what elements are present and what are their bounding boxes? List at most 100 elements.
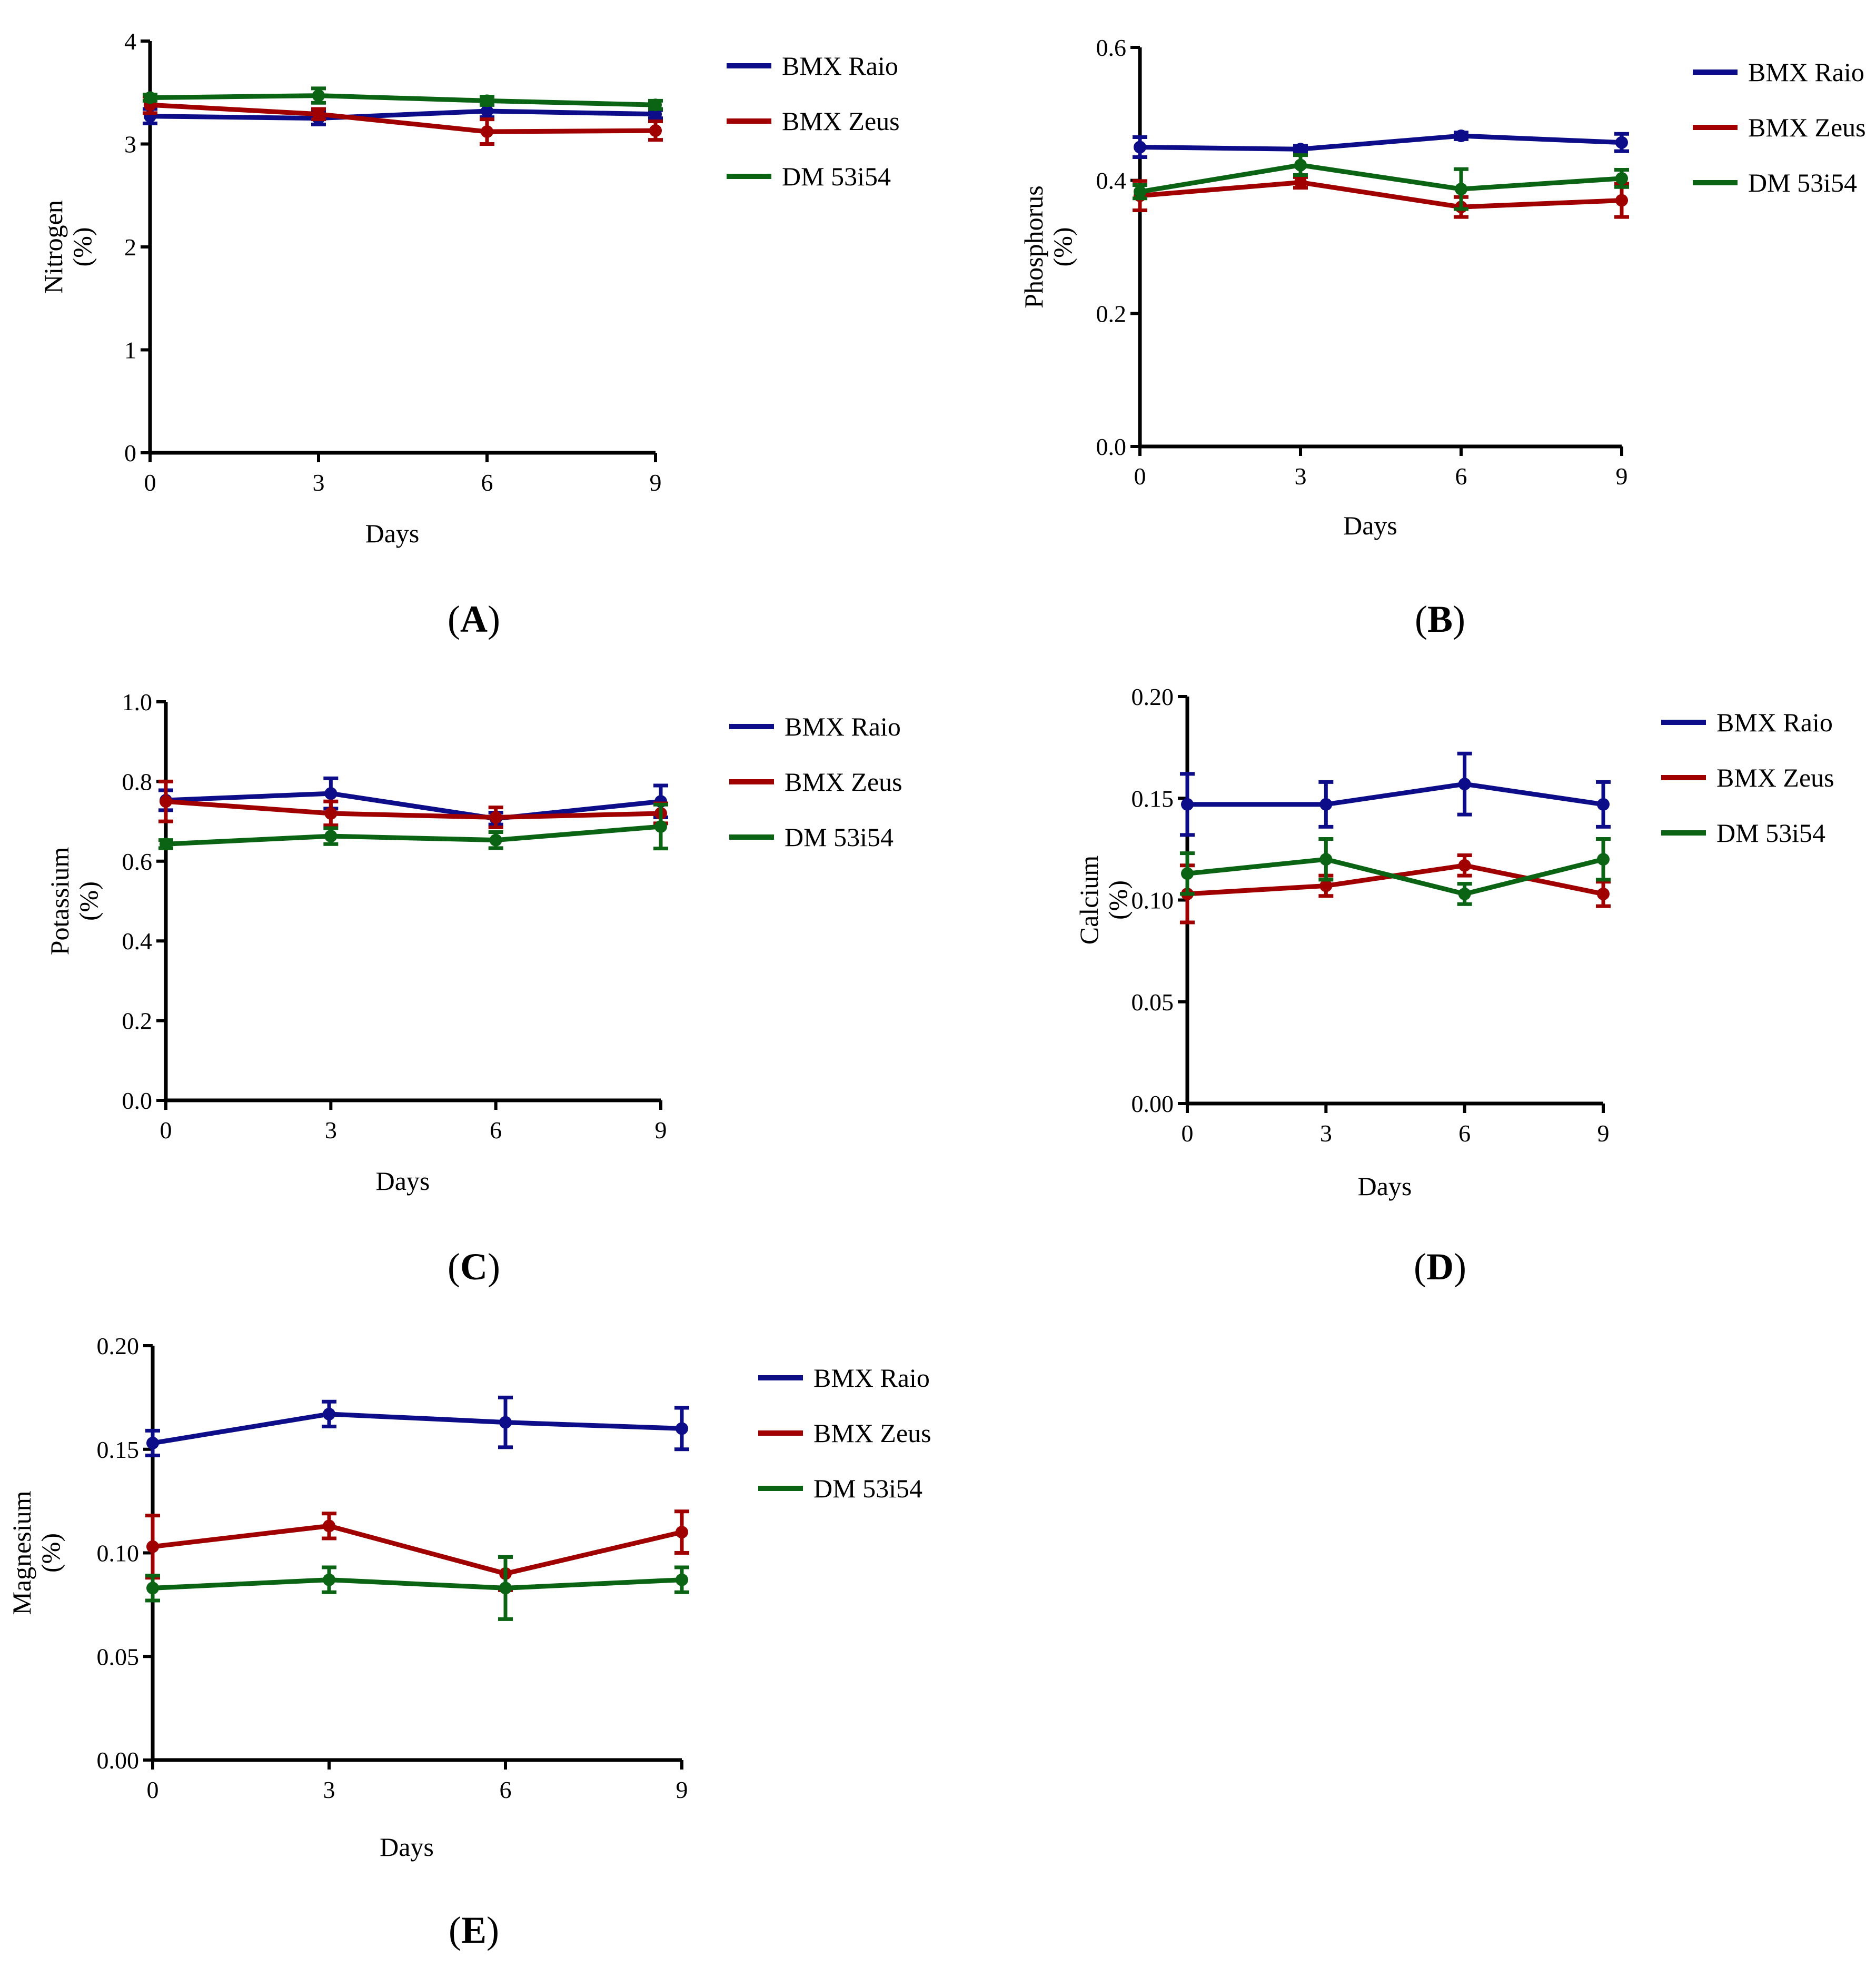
legend-label: BMX Raio <box>785 712 901 741</box>
data-point <box>481 94 493 107</box>
data-point <box>1615 194 1628 207</box>
data-point <box>481 104 493 117</box>
x-tick-label: 0 <box>144 469 156 496</box>
legend: BMX Raio BMX Zeus DM 53i54 <box>727 51 900 191</box>
panel-paren: ) <box>1453 598 1465 640</box>
legend-label: BMX Zeus <box>785 767 902 797</box>
x-tick-label: 6 <box>481 469 493 496</box>
x-axis-title: Days <box>1343 511 1397 540</box>
x-tick-label: 9 <box>1616 463 1628 490</box>
data-point <box>489 811 502 824</box>
data-point <box>144 91 156 104</box>
series-dm-53i54 <box>158 802 668 851</box>
chart-panel-c: 0.0 0.2 0.4 0.6 0.8 1.0 0 3 6 9 Days Potassium (%) BM… <box>45 689 902 1288</box>
panel-letter: E <box>461 1909 487 1951</box>
x-tick-label: 9 <box>650 469 662 496</box>
legend-label: BMX Zeus <box>813 1418 931 1448</box>
chart-panel-b: 0.0 0.2 0.4 0.6 0 3 6 9 Days Phosphorus (%) BMX Rai… <box>1019 34 1866 640</box>
panel-paren: ) <box>487 1909 499 1951</box>
data-point <box>324 787 338 800</box>
series-line <box>152 1577 682 1591</box>
data-point <box>489 833 502 847</box>
x-tick-label: 9 <box>1597 1120 1610 1147</box>
data-point <box>649 124 662 137</box>
data-point <box>323 1407 335 1420</box>
legend-label: BMX Zeus <box>782 106 900 136</box>
data-point <box>323 1519 335 1533</box>
series-bmx-raio <box>1133 130 1629 159</box>
y-tick-label: 0.15 <box>97 1436 140 1463</box>
data-point <box>160 838 172 851</box>
data-point <box>1458 887 1471 900</box>
y-tick-label: 0.00 <box>97 1747 140 1774</box>
y-axis-title: Phosphorus <box>1019 185 1048 308</box>
y-tick-label: 0.15 <box>1131 785 1174 812</box>
series-dm-53i54 <box>143 86 663 112</box>
data-point <box>1455 183 1467 196</box>
data-point <box>1181 798 1194 811</box>
legend: BMX Raio BMX Zeus DM 53i54 <box>1661 708 1834 848</box>
chart-panel-e: 0.00 0.05 0.10 0.15 0.20 0 3 6 9 Days Magnesium (%)… <box>7 1333 931 1951</box>
panel-label: (D) <box>1414 1246 1466 1288</box>
legend-label: BMX Raio <box>1748 57 1864 87</box>
panel-label: (A) <box>448 598 500 640</box>
series-dm-53i54 <box>1180 837 1611 906</box>
legend: BMX Raio BMX Zeus DM 53i54 <box>729 712 902 852</box>
panel-paren: ( <box>1415 598 1427 640</box>
x-tick-label: 6 <box>490 1117 502 1144</box>
x-tick-label: 0 <box>1134 463 1146 490</box>
y-tick-label: 0 <box>124 440 136 466</box>
y-tick-label: 0.0 <box>122 1087 153 1114</box>
data-point <box>676 1526 688 1539</box>
y-tick-label: 0.2 <box>122 1008 153 1035</box>
data-point <box>481 125 493 138</box>
data-point <box>499 1582 512 1595</box>
series-line <box>1139 180 1622 210</box>
x-axis-title: Days <box>1358 1171 1412 1201</box>
panel-paren: ) <box>488 1246 500 1288</box>
y-tick-label: 0.20 <box>1131 683 1174 710</box>
data-point <box>654 820 667 833</box>
series-line <box>150 93 656 107</box>
series-line <box>150 102 656 134</box>
data-point <box>1181 867 1194 880</box>
legend-label: DM 53i54 <box>785 822 894 852</box>
x-axis-title: Days <box>376 1166 430 1196</box>
y-tick-label: 0.0 <box>1096 433 1127 460</box>
legend-label: BMX Zeus <box>1716 763 1834 792</box>
series-line <box>165 824 661 847</box>
legend-label: DM 53i54 <box>782 162 891 191</box>
data-point <box>676 1573 688 1586</box>
x-tick-label: 6 <box>1455 463 1467 490</box>
x-tick-label: 3 <box>313 469 325 496</box>
data-point <box>323 1573 335 1586</box>
data-point <box>146 1582 159 1595</box>
y-tick-label: 0.10 <box>97 1540 140 1567</box>
x-tick-label: 3 <box>1320 1120 1332 1147</box>
data-point <box>324 807 338 820</box>
panel-paren: ) <box>1454 1246 1466 1288</box>
y-tick-label: 0.2 <box>1096 300 1127 327</box>
series-dm-53i54 <box>145 1555 689 1621</box>
data-point <box>499 1416 512 1429</box>
legend-label: BMX Raio <box>782 51 898 81</box>
series-bmx-zeus <box>143 95 663 146</box>
data-point <box>1615 172 1628 185</box>
y-axis-title: Potassium <box>45 847 74 956</box>
data-point <box>1294 176 1307 189</box>
legend-label: DM 53i54 <box>813 1474 922 1503</box>
legend-label: BMX Raio <box>813 1363 930 1393</box>
y-axis-unit: (%) <box>67 227 97 267</box>
y-tick-label: 0.10 <box>1131 887 1174 914</box>
x-tick-label: 6 <box>500 1776 512 1803</box>
data-point <box>1134 141 1146 154</box>
y-axis-title: Calcium <box>1074 856 1104 945</box>
data-point <box>649 107 662 121</box>
x-tick-label: 6 <box>1458 1120 1471 1147</box>
data-point <box>1294 143 1307 156</box>
y-tick-label: 1 <box>124 337 136 364</box>
panel-letter: D <box>1426 1246 1454 1288</box>
series-line <box>165 791 661 821</box>
y-tick-label: 1.0 <box>122 689 153 715</box>
